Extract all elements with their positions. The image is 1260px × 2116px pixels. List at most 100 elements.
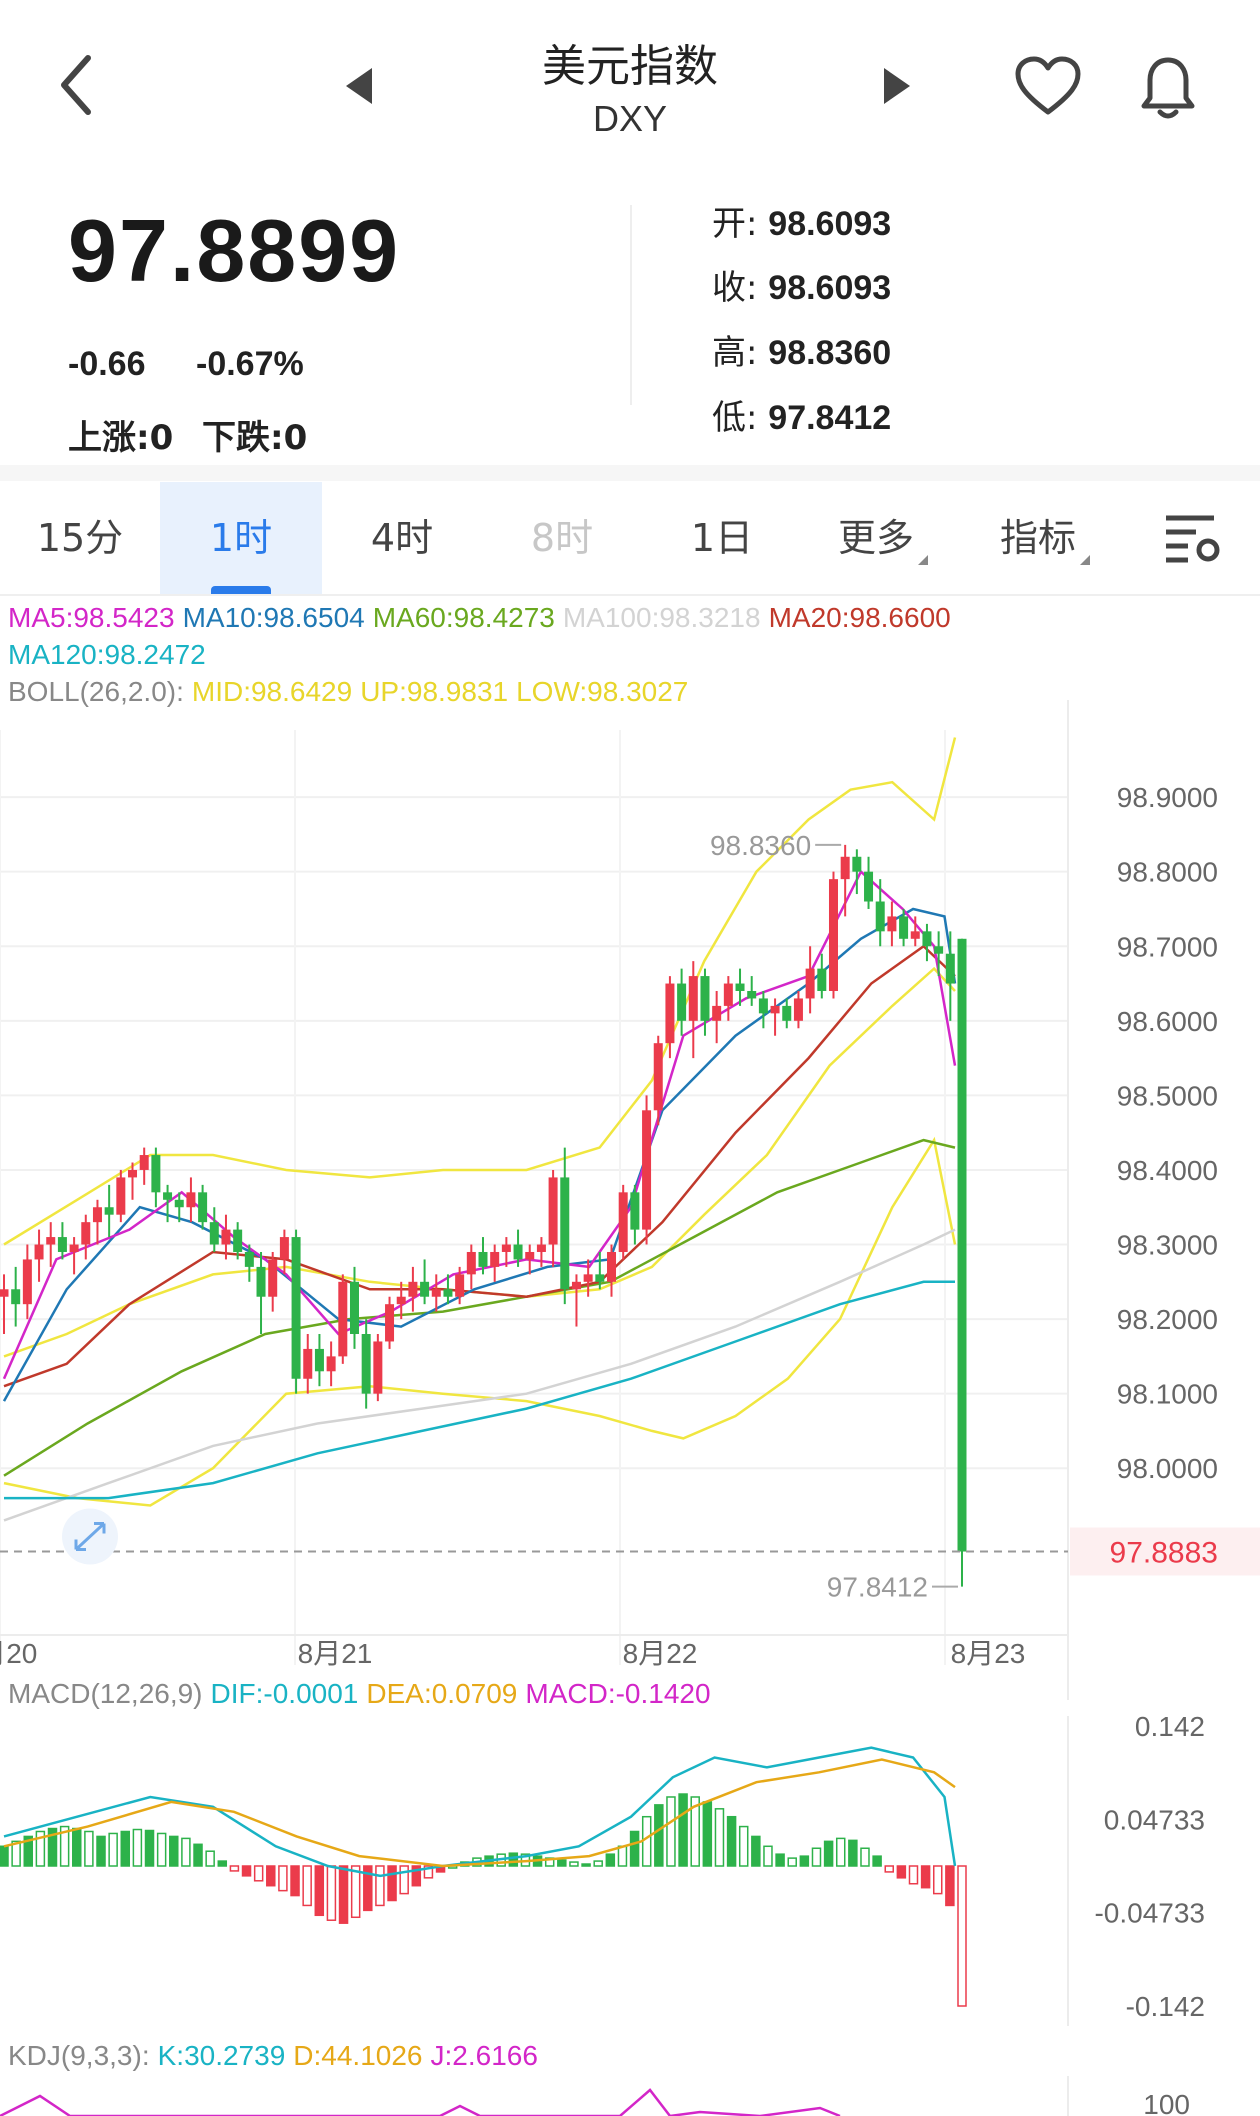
candle [852,856,862,872]
back-icon[interactable] [56,52,96,118]
candle [291,1237,301,1379]
macd-bar [629,1830,640,1867]
symbol-code: DXY [592,98,668,139]
macd-bar [375,1865,385,1907]
kdj-chart[interactable]: 100 [0,2076,1260,2116]
y-tick-label: 98.9000 [1117,782,1218,813]
candle [875,901,885,932]
macd-bar [253,1865,264,1882]
low-value: 97.8412 [768,399,892,437]
ma100-value: MA100:98.3218 [562,602,761,633]
rise-count: 上涨:0 [68,418,174,458]
candle [349,1281,359,1335]
macd-bar [35,1830,46,1867]
candle [490,1251,500,1267]
candle [910,931,920,939]
candle [688,976,698,1021]
macd-bar [338,1865,349,1924]
candle [665,983,675,1044]
macd-bar [241,1865,252,1877]
active-tab-indicator [211,586,271,594]
candle [642,1110,652,1230]
candle [864,871,874,902]
tab-indicators[interactable]: 指标 [964,482,1126,594]
candle [128,1169,138,1178]
macd-bar [156,1832,167,1867]
chart-settings-icon[interactable] [1164,512,1222,564]
heart-icon[interactable] [1014,56,1082,118]
candle [957,938,967,1552]
macd-bar [920,1865,931,1889]
open-row: 开: 98.6093 [712,204,892,244]
top-bar: 美元指数 DXY [0,0,1260,170]
candle [677,983,687,1021]
macd-bar [569,1861,579,1867]
ma120-line [4,1280,955,1500]
macd-legend: MACD(12,26,9) DIF:-0.0001 DEA:0.0709 MACD:-… [8,1678,719,1710]
next-symbol-icon[interactable] [882,66,912,106]
macd-chart[interactable]: 0.142 0.04733 -0.04733 -0.142 [0,1716,1260,2026]
kdj-legend: KDJ(9,3,3): K:30.2739 D:44.1026 J:2.6166 [8,2040,546,2072]
candle [92,1207,102,1223]
candle [431,1289,441,1297]
dropdown-icon [918,555,928,565]
macd-bar [411,1865,422,1887]
macd-bar [763,1845,773,1867]
expand-icon[interactable] [62,1508,118,1565]
tab-1day[interactable]: 1日 [690,516,754,560]
macd-bar [702,1801,713,1867]
y-tick-label: 98.8000 [1117,857,1218,888]
price-change: -0.66 [68,345,146,383]
bell-icon[interactable] [1140,56,1196,122]
candle [396,1296,406,1305]
macd-bar [945,1865,955,1907]
candle [34,1244,44,1260]
macd-bar [217,1860,228,1867]
ma5-value: MA5:98.5423 [8,602,175,633]
candle [0,1289,9,1297]
candlestick-chart[interactable]: 98.9000 98.8000 98.7000 98.6000 98.5000 98.40… [0,700,1260,1700]
last-price: 97.8899 [68,201,401,300]
candle [607,1251,617,1282]
candle [945,953,955,984]
kdj-j-line [0,2088,841,2116]
tab-8hour[interactable]: 8时 [530,516,594,560]
boll-name: BOLL(26,2.0): [8,676,184,707]
candle [560,1177,570,1290]
macd-bar [23,1835,34,1867]
ma20-value: MA20:98.6600 [768,602,951,633]
max-price-label: 98.8360 [710,830,811,861]
prev-symbol-icon[interactable] [344,66,374,106]
macd-bar [181,1837,191,1867]
x-tick-label: 8月20 [0,1638,37,1669]
kdj-name: KDJ(9,3,3): [8,2040,150,2071]
macd-bar [423,1865,434,1879]
y-tick-label: 98.6000 [1117,1006,1218,1037]
tab-1hour[interactable]: 1时 [160,482,322,594]
candle [69,1244,79,1252]
macd-bar [872,1855,882,1867]
y-tick-label: 98.0000 [1117,1453,1218,1484]
candle [373,1341,383,1394]
tab-15min[interactable]: 15分 [36,516,124,560]
tab-4hour[interactable]: 4时 [370,516,434,560]
macd-bar [932,1865,943,1895]
macd-bar [799,1855,810,1867]
kdj-k-value: K:30.2739 [157,2040,286,2071]
candle [57,1237,67,1252]
low-row: 低: 97.8412 [712,398,892,438]
candle [828,879,838,991]
ma60-line [3,1138,956,1477]
price-change-pct: -0.67% [196,345,304,383]
dea-value: DEA:0.0709 [366,1678,518,1709]
candle [887,916,897,932]
macd-bar [302,1865,312,1907]
macd-bar [47,1827,58,1867]
ma120-value: MA120:98.2472 [8,639,206,670]
x-tick-label: 8月23 [951,1638,1026,1669]
tab-more[interactable]: 更多 [802,482,964,594]
candle [11,1289,21,1305]
candle [899,916,909,939]
y-tick-label: -0.04733 [1094,1898,1205,1929]
ma20-line [3,944,956,1388]
